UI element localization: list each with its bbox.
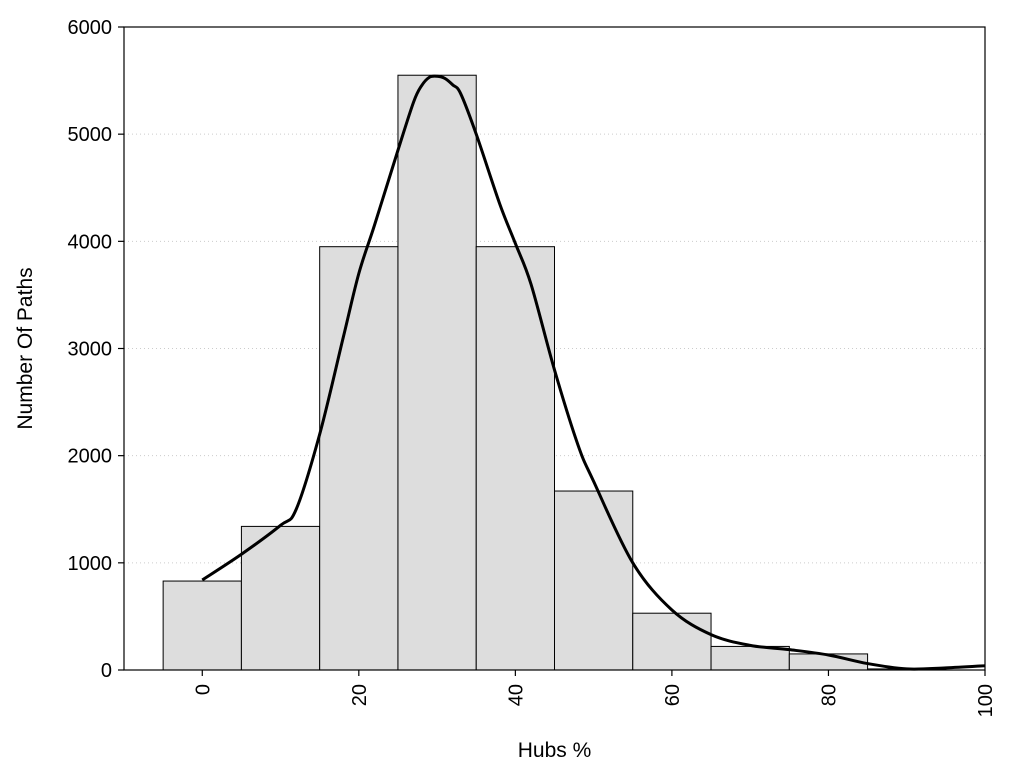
y-tick-label: 4000 <box>68 231 113 253</box>
histogram-bar <box>162 580 242 671</box>
x-tick-label: 40 <box>505 684 527 706</box>
y-tick-label: 5000 <box>68 124 113 146</box>
histogram-bar <box>240 525 321 671</box>
x-tick-label: 60 <box>662 684 684 706</box>
x-tick-label: 0 <box>192 684 214 695</box>
axis-ticks: 0 1000 2000 3000 4000 5000 6000 0 20 40 60 80 100 <box>68 17 998 717</box>
y-axis-title: Number Of Paths <box>14 267 37 429</box>
histogram-bar <box>554 490 634 671</box>
y-tick-label: 1000 <box>68 553 113 575</box>
histogram-bar <box>632 612 712 671</box>
y-tick-label: 3000 <box>68 339 113 361</box>
x-tick-label: 20 <box>349 684 371 706</box>
x-axis-title: Hubs % <box>518 739 592 762</box>
y-tick-label: 6000 <box>68 17 113 39</box>
density-curve-group <box>201 74 986 671</box>
y-tick-label: 0 <box>101 660 112 682</box>
histogram-bar <box>397 74 477 671</box>
x-tick-label: 80 <box>818 684 840 706</box>
x-tick-label: 100 <box>975 684 997 717</box>
density-curve <box>201 74 986 671</box>
y-tick-label: 2000 <box>68 446 113 468</box>
histogram-bars <box>162 74 947 671</box>
histogram-bar <box>319 246 399 671</box>
histogram-bar <box>475 246 555 671</box>
